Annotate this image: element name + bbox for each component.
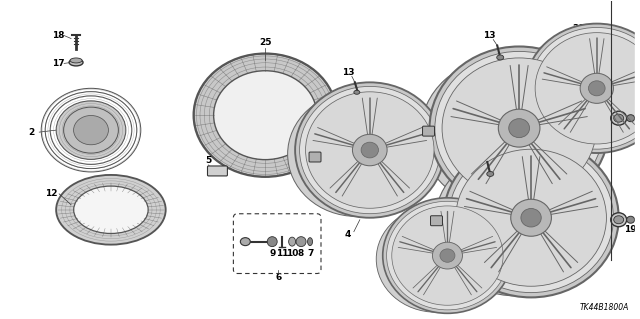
Text: 11: 11 bbox=[276, 249, 289, 258]
FancyBboxPatch shape bbox=[207, 166, 227, 176]
Ellipse shape bbox=[444, 138, 619, 297]
Text: TK44B1800A: TK44B1800A bbox=[579, 303, 628, 312]
Ellipse shape bbox=[614, 114, 623, 122]
Ellipse shape bbox=[588, 81, 605, 96]
Ellipse shape bbox=[440, 249, 455, 262]
Circle shape bbox=[268, 237, 277, 247]
Ellipse shape bbox=[518, 33, 640, 152]
Text: 5: 5 bbox=[205, 157, 212, 166]
Ellipse shape bbox=[525, 24, 640, 153]
Text: 14: 14 bbox=[415, 213, 428, 222]
Ellipse shape bbox=[420, 58, 586, 208]
Ellipse shape bbox=[74, 115, 108, 145]
Ellipse shape bbox=[74, 186, 148, 234]
Ellipse shape bbox=[611, 111, 627, 125]
Ellipse shape bbox=[63, 107, 118, 153]
Text: 7: 7 bbox=[308, 249, 314, 258]
Text: 19: 19 bbox=[625, 124, 637, 133]
Text: 15: 15 bbox=[593, 207, 605, 216]
Text: 18: 18 bbox=[52, 31, 65, 40]
Ellipse shape bbox=[487, 171, 493, 176]
Circle shape bbox=[296, 237, 306, 247]
Text: 3: 3 bbox=[548, 280, 554, 289]
Ellipse shape bbox=[354, 90, 360, 94]
Text: 21: 21 bbox=[383, 260, 396, 269]
Ellipse shape bbox=[535, 33, 640, 144]
FancyBboxPatch shape bbox=[309, 152, 321, 162]
Text: 4: 4 bbox=[345, 230, 351, 239]
Ellipse shape bbox=[449, 143, 613, 293]
Text: 6: 6 bbox=[275, 273, 282, 282]
Ellipse shape bbox=[287, 92, 425, 216]
Ellipse shape bbox=[435, 149, 596, 296]
Ellipse shape bbox=[442, 58, 596, 198]
Ellipse shape bbox=[295, 82, 444, 218]
Ellipse shape bbox=[289, 237, 296, 246]
Text: 14: 14 bbox=[294, 149, 307, 158]
Text: 2: 2 bbox=[28, 128, 35, 137]
Ellipse shape bbox=[429, 47, 609, 210]
Ellipse shape bbox=[499, 109, 540, 147]
Ellipse shape bbox=[308, 238, 312, 246]
Ellipse shape bbox=[241, 238, 250, 246]
Ellipse shape bbox=[353, 134, 387, 166]
Ellipse shape bbox=[456, 149, 607, 286]
Ellipse shape bbox=[214, 71, 317, 160]
Ellipse shape bbox=[300, 86, 440, 214]
Ellipse shape bbox=[497, 55, 504, 60]
Text: 25: 25 bbox=[259, 38, 271, 47]
Ellipse shape bbox=[611, 213, 627, 227]
Ellipse shape bbox=[627, 115, 635, 122]
Ellipse shape bbox=[511, 199, 552, 236]
Text: 13: 13 bbox=[342, 68, 354, 77]
FancyBboxPatch shape bbox=[422, 126, 435, 136]
Ellipse shape bbox=[56, 101, 126, 160]
Ellipse shape bbox=[383, 198, 512, 313]
Text: 9: 9 bbox=[269, 249, 275, 258]
Ellipse shape bbox=[433, 242, 463, 269]
Text: 10: 10 bbox=[286, 249, 298, 258]
Ellipse shape bbox=[392, 206, 503, 305]
Ellipse shape bbox=[193, 54, 337, 177]
Text: 16: 16 bbox=[593, 106, 605, 115]
Bar bbox=[635, 1, 640, 318]
Ellipse shape bbox=[69, 59, 83, 66]
Ellipse shape bbox=[521, 209, 541, 227]
Text: 1: 1 bbox=[536, 88, 542, 97]
Ellipse shape bbox=[56, 175, 166, 245]
Text: 20: 20 bbox=[573, 24, 585, 33]
Ellipse shape bbox=[70, 58, 82, 63]
Text: 13: 13 bbox=[483, 31, 495, 40]
Ellipse shape bbox=[627, 216, 635, 223]
Text: 14: 14 bbox=[406, 122, 419, 132]
Text: 8: 8 bbox=[298, 249, 304, 258]
Ellipse shape bbox=[529, 27, 640, 149]
Ellipse shape bbox=[361, 142, 378, 158]
Text: 19: 19 bbox=[625, 225, 637, 234]
Text: 17: 17 bbox=[52, 59, 65, 68]
Ellipse shape bbox=[387, 201, 508, 310]
Ellipse shape bbox=[435, 51, 604, 205]
Text: 13: 13 bbox=[471, 147, 484, 157]
Ellipse shape bbox=[305, 92, 434, 208]
Ellipse shape bbox=[614, 216, 623, 224]
Text: 12: 12 bbox=[45, 189, 58, 198]
FancyBboxPatch shape bbox=[431, 216, 442, 226]
Ellipse shape bbox=[580, 73, 613, 103]
Ellipse shape bbox=[509, 119, 529, 137]
Ellipse shape bbox=[376, 206, 495, 312]
